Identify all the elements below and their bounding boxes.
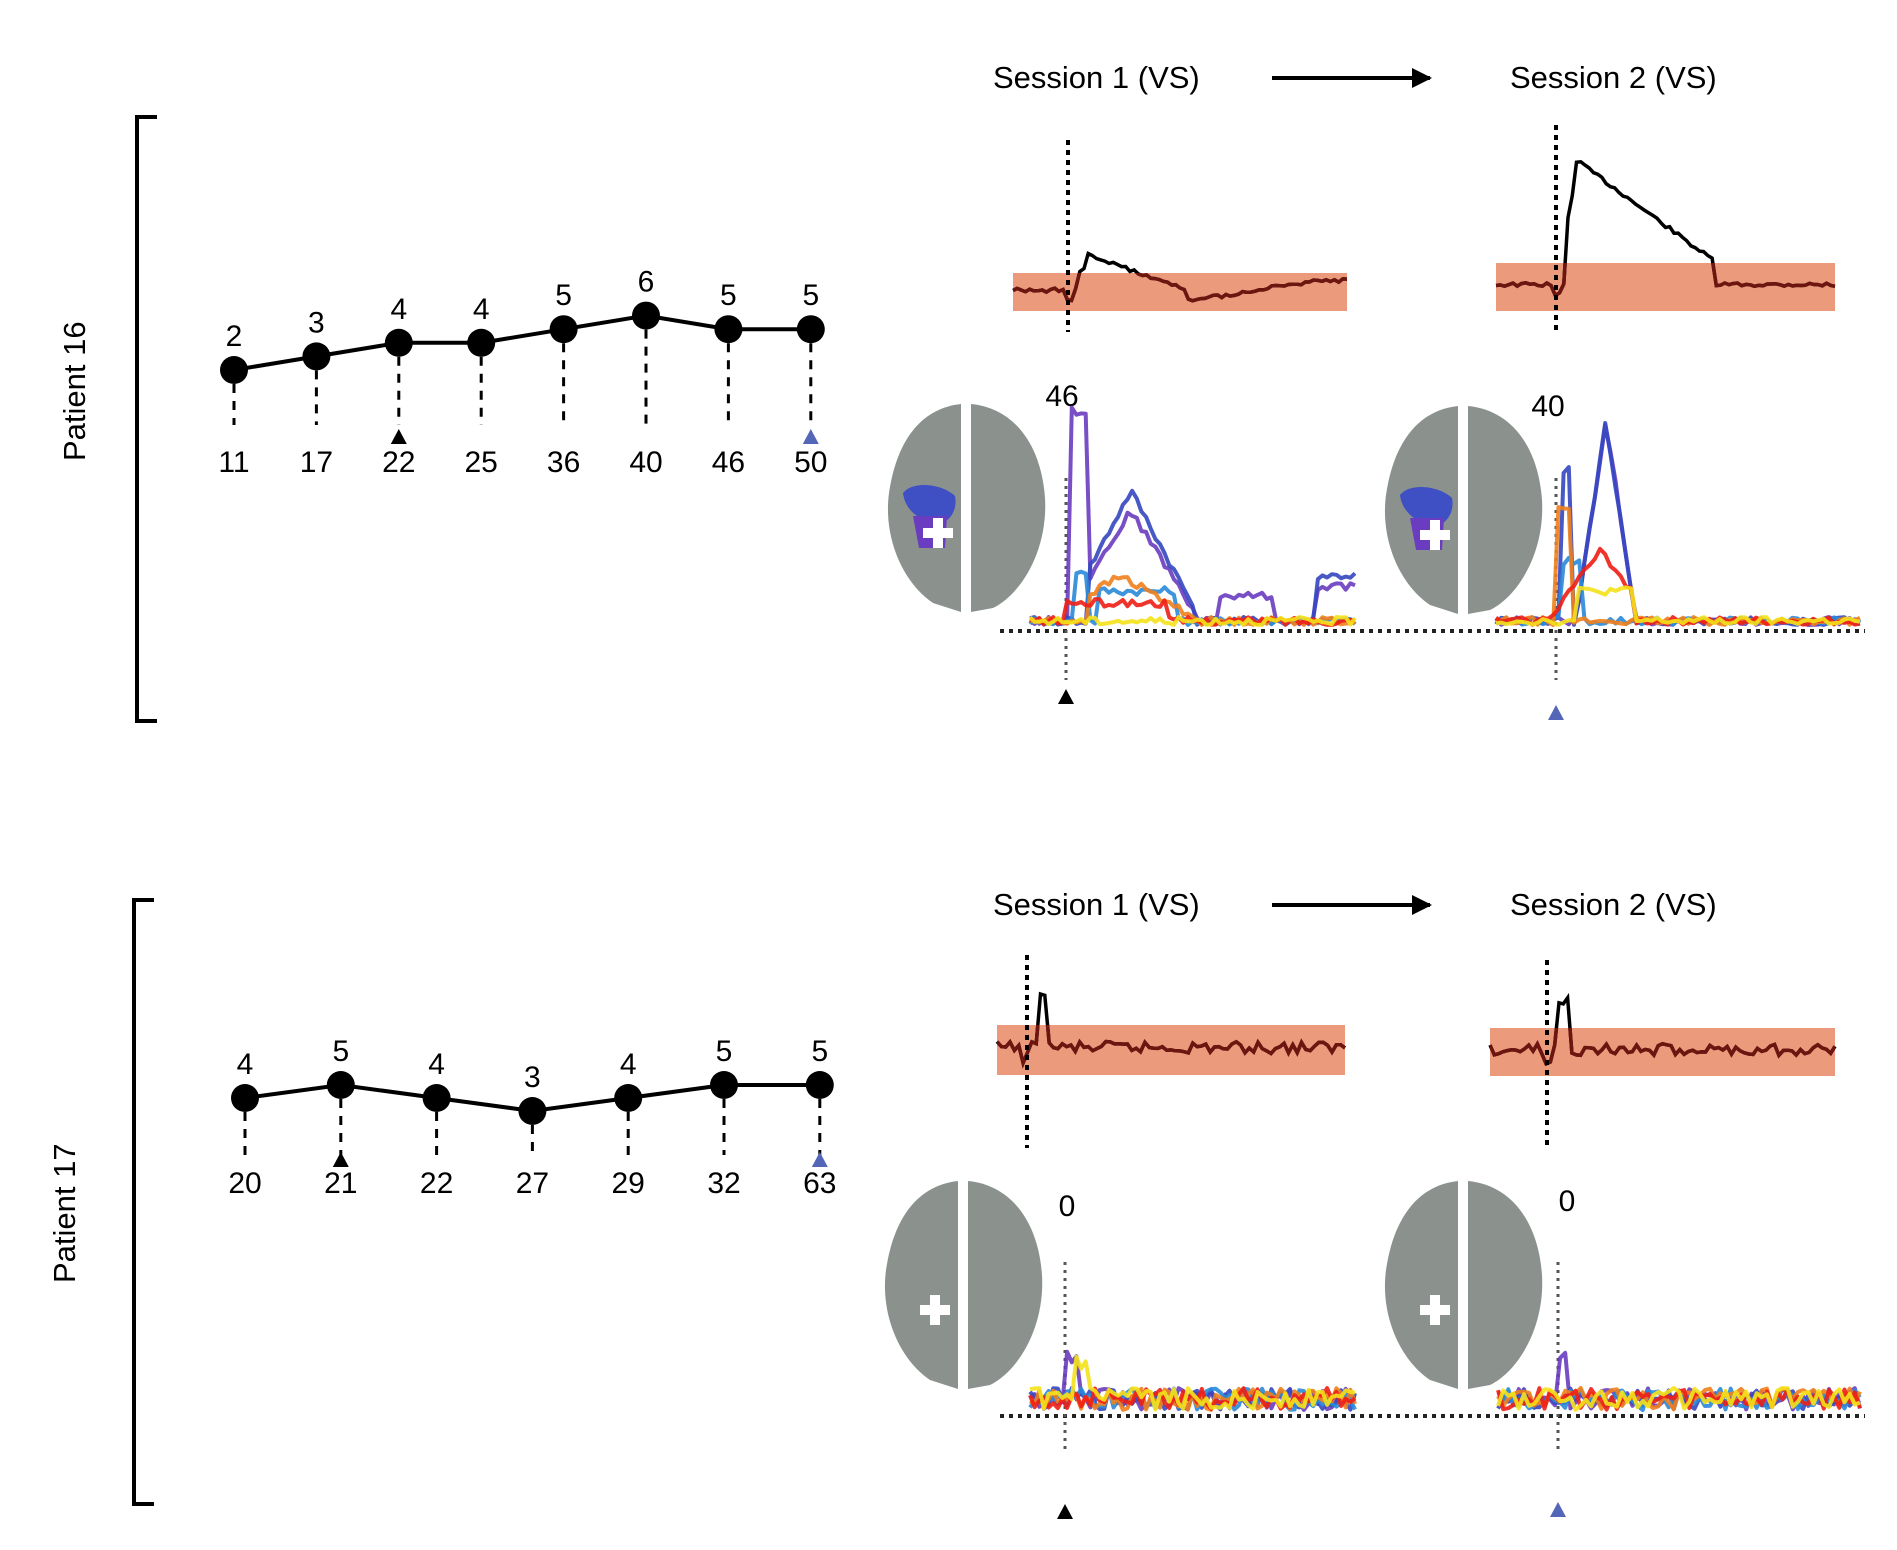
brain-left-hemisphere: [1384, 1181, 1458, 1389]
p16-session1-erp-trace-in-band: [1013, 273, 1347, 303]
p16-day-label: 17: [300, 446, 333, 479]
p17-session2-eeg-trace: [1496, 1386, 1861, 1412]
p16-score-point: [302, 342, 331, 371]
p17-session1-count: 0: [1058, 1190, 1076, 1223]
p17-score-point: [710, 1071, 738, 1099]
p16-session2-count: 40: [1531, 390, 1565, 423]
p17-score-label: 4: [428, 1048, 445, 1081]
p17-day-label: 21: [324, 1167, 357, 1200]
p16-session2-label: Session 2 (VS): [1510, 60, 1717, 95]
p16-day-label: 40: [629, 446, 662, 479]
p16-score-point: [714, 315, 743, 344]
p17-session1-electrode-cross-icon: [920, 1295, 950, 1325]
p16-session2-electrode-cross-icon: [1420, 520, 1450, 550]
p17-score-label: 3: [524, 1061, 541, 1094]
p16-session1-eeg-trace: [1028, 405, 1356, 627]
p16-day-label: 36: [547, 446, 580, 479]
p16-session2-eeg-trace: [1495, 585, 1861, 627]
p16-eeg-session1-marker-icon: [1058, 689, 1074, 704]
p17-session2-count: 0: [1558, 1185, 1576, 1218]
p16-session1-eeg-trace: [1028, 615, 1357, 627]
p16-session2-marker-icon: [802, 429, 819, 444]
p17-score-point: [614, 1084, 643, 1112]
p17-session1-brain-icon: [884, 1181, 1043, 1389]
p17-session2-marker-icon: [811, 1152, 828, 1167]
p17-score-label: 4: [237, 1048, 254, 1081]
brain-left-hemisphere: [884, 1181, 958, 1389]
p16-session2-eeg-trace: [1495, 505, 1861, 627]
p17-score-point: [805, 1071, 834, 1099]
brain-right-hemisphere: [968, 1181, 1043, 1389]
p17-score-label: 4: [620, 1048, 637, 1081]
p17-day-label: 22: [420, 1167, 453, 1200]
p16-session1-label: Session 1 (VS): [993, 60, 1200, 95]
p16-score-point: [220, 356, 248, 384]
p17-eeg-session2-marker-icon: [1550, 1502, 1566, 1517]
p17-day-label: 27: [516, 1167, 549, 1200]
p16-session2-eeg-trace: [1494, 546, 1861, 627]
brain-right-hemisphere: [1468, 406, 1543, 614]
p16-score-label: 4: [473, 293, 490, 326]
p16-score-label: 5: [720, 279, 737, 312]
p16-score-label: 3: [308, 306, 325, 339]
p16-day-label: 22: [382, 446, 415, 479]
p17-score-label: 5: [811, 1035, 828, 1068]
p16-score-point: [549, 315, 578, 344]
p16-score-point: [384, 328, 413, 357]
lesion-region: [903, 484, 956, 524]
p17-day-label: 29: [612, 1167, 645, 1200]
p16-score-label: 2: [226, 320, 243, 353]
patient-17-bracket: [132, 898, 154, 1506]
p17-session2-electrode-cross-icon: [1420, 1295, 1450, 1325]
p16-session1-brain-icon: [887, 404, 1046, 612]
patient-16-bracket: [135, 115, 157, 723]
p16-day-label: 11: [218, 446, 249, 479]
p17-session1-eeg-trace: [1029, 1354, 1356, 1412]
lesion-region: [1400, 486, 1453, 526]
p16-score-point: [796, 315, 825, 344]
p16-session2-brain-icon: [1384, 406, 1543, 614]
brain-right-hemisphere: [971, 404, 1046, 612]
p17-session2-label: Session 2 (VS): [1510, 887, 1717, 922]
p16-score-label: 5: [802, 279, 819, 312]
p16-score-label: 6: [638, 266, 655, 299]
brain-right-hemisphere: [1468, 1181, 1543, 1389]
p17-score-label: 5: [332, 1035, 349, 1068]
p16-day-label: 50: [794, 446, 827, 479]
p17-eeg-session1-marker-icon: [1057, 1504, 1073, 1519]
p17-score-label: 5: [716, 1035, 733, 1068]
p17-day-label: 63: [803, 1167, 836, 1200]
p16-eeg-session2-marker-icon: [1548, 705, 1564, 720]
p16-session1-electrode-cross-icon: [923, 518, 953, 548]
p17-score-point: [422, 1084, 451, 1112]
p17-score-point: [326, 1071, 355, 1099]
p16-score-label: 4: [390, 293, 407, 326]
p16-score-point: [632, 301, 660, 330]
p16-session2-eeg-trace: [1494, 423, 1861, 627]
p17-session1-label: Session 1 (VS): [993, 887, 1200, 922]
p16-score-point: [467, 328, 496, 357]
p17-session2-brain-icon: [1384, 1181, 1543, 1389]
p16-session2-eeg-trace: [1494, 421, 1861, 627]
p16-score-label: 5: [555, 279, 572, 312]
p17-session1-erp-trace-in-band: [997, 1025, 1345, 1069]
p17-session1-marker-icon: [332, 1152, 349, 1167]
p16-day-label: 25: [465, 446, 498, 479]
p17-day-label: 32: [707, 1167, 740, 1200]
p16-day-label: 46: [712, 446, 745, 479]
p16-session1-marker-icon: [390, 429, 407, 444]
p17-score-point: [518, 1097, 547, 1125]
p17-day-label: 20: [228, 1167, 261, 1200]
p17-score-point: [231, 1084, 259, 1112]
p16-session2-erp-trace-in-band: [1496, 263, 1835, 298]
